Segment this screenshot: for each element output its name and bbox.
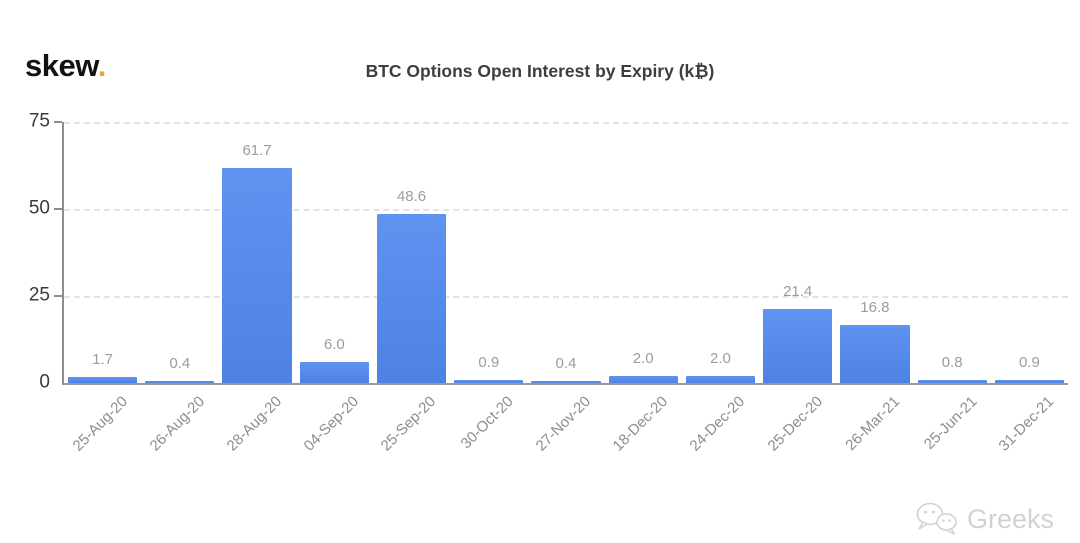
y-gridline — [64, 296, 1068, 298]
x-axis-label: 25-Sep-20 — [377, 393, 440, 455]
x-axis-label: 24-Dec-20 — [686, 393, 749, 455]
x-axis-label: 30-Oct-20 — [457, 393, 517, 453]
plot-area: 0 25 50 75 1.7 25-Aug-20 0.4 26-Aug-20 61.7 28-Au… — [29, 111, 1068, 455]
y-axis-tick — [54, 208, 62, 210]
bar[interactable] — [299, 362, 369, 383]
skew-logo: skew. — [25, 50, 106, 81]
y-axis-label: 50 — [28, 197, 50, 219]
bar-value-label: 0.4 — [169, 355, 191, 373]
bar-value-label: 1.7 — [92, 351, 114, 369]
x-axis-label: 28-Aug-20 — [223, 393, 286, 455]
bar-value-label: 61.7 — [242, 142, 272, 160]
bar-value-label: 2.0 — [710, 350, 731, 368]
bar-value-label: 0.9 — [1018, 353, 1040, 371]
x-axis-label: 26-Mar-21 — [841, 393, 903, 454]
skew-logo-dot: . — [97, 48, 107, 83]
bar[interactable] — [68, 377, 138, 383]
x-axis-label: 25-Aug-20 — [69, 393, 131, 455]
bar[interactable] — [222, 168, 292, 383]
bar[interactable] — [376, 213, 447, 383]
wechat-chat-bubbles-icon — [916, 502, 957, 535]
bar[interactable] — [763, 308, 833, 383]
bar-value-label: 6.0 — [323, 336, 345, 354]
x-axis-label: 27-Nov-20 — [532, 393, 595, 455]
bar-value-label: 16.8 — [860, 298, 890, 316]
x-axis-label: 25-Dec-20 — [764, 393, 826, 455]
y-axis-tick — [54, 121, 62, 123]
y-axis-tick — [54, 295, 62, 297]
bar[interactable] — [145, 381, 215, 383]
y-gridline — [64, 122, 1068, 124]
x-axis-label: 04-Sep-20 — [300, 393, 363, 455]
x-axis-label: 18-Dec-20 — [609, 393, 672, 455]
chart-title: BTC Options Open Interest by Expiry (k₿) — [365, 61, 715, 81]
bar[interactable] — [840, 324, 910, 383]
y-axis-label: 0 — [39, 371, 50, 393]
y-axis-label: 25 — [28, 284, 50, 306]
bar-value-label: 2.0 — [632, 350, 654, 368]
bar[interactable] — [994, 379, 1064, 383]
greeks-watermark: Greeks — [914, 501, 1054, 537]
bar[interactable] — [608, 376, 678, 383]
skew-logo-text: skew — [25, 48, 98, 83]
bar-value-label: 48.6 — [396, 187, 427, 205]
bar-value-label: 21.4 — [783, 282, 813, 300]
bar[interactable] — [454, 379, 524, 383]
y-axis-label: 75 — [28, 110, 50, 132]
bar[interactable] — [531, 381, 601, 383]
x-axis-label: 31-Dec-21 — [995, 393, 1058, 455]
bar-value-label: 0.4 — [555, 355, 577, 373]
x-axis-label: 25-Jun-21 — [920, 393, 981, 453]
x-axis-label: 26-Aug-20 — [146, 393, 208, 455]
bar[interactable] — [917, 380, 987, 383]
bar-value-label: 0.8 — [941, 354, 963, 372]
greeks-watermark-label: Greeks — [966, 503, 1054, 534]
bar[interactable] — [685, 376, 756, 383]
y-gridline — [64, 209, 1068, 211]
bar-value-label: 0.9 — [478, 353, 500, 371]
